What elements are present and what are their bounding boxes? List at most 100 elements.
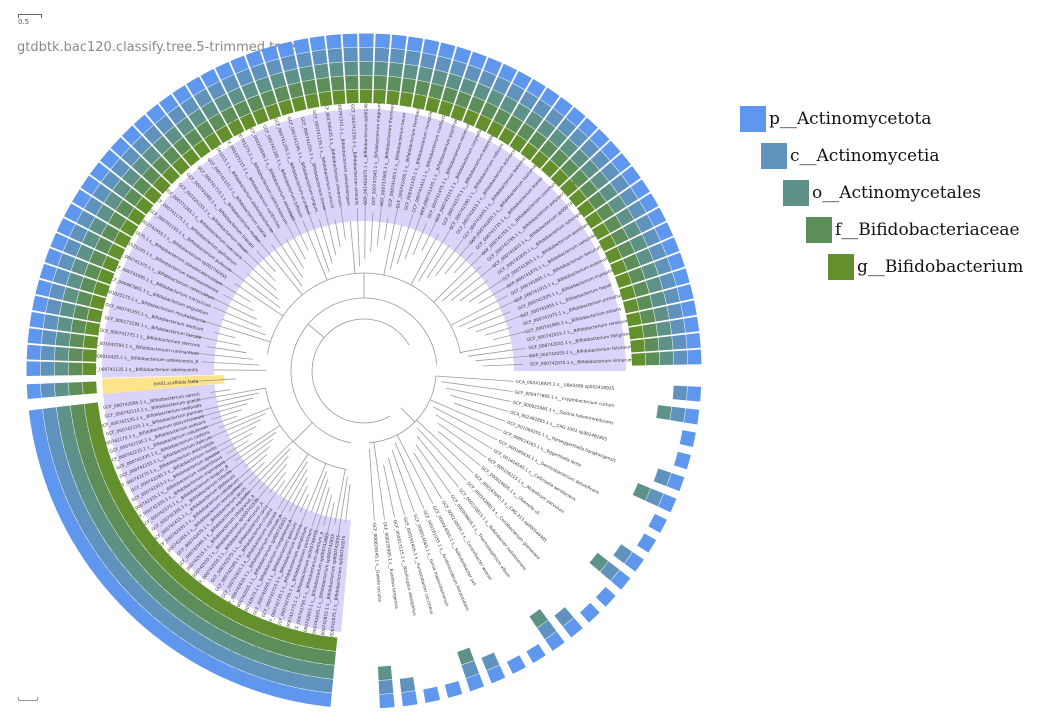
ingroup-arc — [290, 297, 438, 444]
ring-cell — [648, 242, 667, 261]
leaf-branch — [198, 387, 266, 401]
ring-cell — [441, 86, 458, 104]
leaf-branch — [223, 294, 254, 312]
leaf-branch — [204, 397, 254, 411]
ring-cell — [32, 295, 49, 313]
ring-cell — [73, 304, 90, 321]
ring-cell — [158, 94, 179, 114]
leaf-branch — [437, 422, 487, 458]
ring-cell — [93, 281, 110, 297]
ring-cell — [113, 231, 132, 249]
leaf-branch — [450, 263, 497, 301]
ring-cell — [517, 122, 536, 142]
leaf-branch — [323, 494, 332, 526]
leaf-branch — [225, 440, 249, 455]
ring-cell — [314, 63, 330, 79]
leaf-branch — [475, 354, 540, 362]
leaf-branch — [200, 415, 237, 430]
ring-cell — [377, 665, 393, 681]
ring-cell — [95, 236, 113, 255]
leaf-branch — [279, 453, 309, 496]
ring-cell — [39, 263, 57, 282]
legend-swatch-order — [783, 180, 809, 206]
ring-cell — [654, 257, 672, 276]
leaf-branch — [345, 484, 351, 522]
ring-cell — [483, 57, 503, 76]
leaf-branch — [435, 375, 514, 382]
ring-cell — [658, 336, 673, 351]
leaf-branch — [275, 469, 308, 524]
ring-cell — [401, 78, 416, 94]
ring-cell — [663, 287, 680, 305]
ring-cell — [630, 179, 650, 199]
ring-cell — [632, 281, 650, 297]
ring-cell — [56, 217, 76, 237]
ring-cell — [177, 590, 197, 609]
legend-swatch-genus — [828, 254, 854, 280]
ring-cell — [667, 303, 683, 320]
leaf-label: GCF_001402875.1 s__Bifidobacterium sp001… — [363, 92, 370, 205]
ring-cell — [287, 82, 304, 99]
ring-cell — [468, 96, 485, 114]
ring-cell — [315, 691, 332, 707]
leaf-branch — [188, 352, 253, 360]
ring-cell — [76, 290, 93, 307]
leaf-branch — [313, 486, 330, 541]
leaf-branch — [426, 244, 450, 279]
ring-cell — [468, 51, 487, 70]
ring-cell — [309, 35, 326, 52]
legend-label-phylum: p__Actinomycetota — [769, 109, 932, 129]
ring-cell — [530, 150, 549, 169]
ring-cell — [193, 88, 213, 108]
leaf-branch — [237, 454, 268, 480]
leaf-branch — [271, 244, 303, 287]
ring-cell — [277, 41, 295, 58]
ring-cell — [626, 312, 642, 327]
ring-cell — [604, 246, 622, 264]
ring-cell — [614, 272, 632, 289]
ring-cell — [59, 301, 76, 318]
leaf-branch — [454, 402, 506, 422]
ring-cell — [27, 328, 43, 344]
ring-cell — [621, 165, 641, 186]
leaf-branch — [258, 455, 289, 490]
ring-cell — [311, 49, 328, 66]
ring-cell — [40, 383, 56, 398]
ring-cell — [512, 71, 532, 90]
leaf-branch — [460, 342, 512, 353]
leaf-branch — [216, 280, 251, 303]
ring-cell — [666, 472, 685, 492]
ring-cell — [603, 215, 622, 234]
ring-cell — [135, 526, 154, 545]
ring-cell — [55, 331, 71, 347]
ring-cell — [404, 50, 421, 66]
ring-cell — [635, 214, 654, 233]
ring-cell — [172, 567, 191, 586]
leaf-branch — [211, 409, 243, 420]
ring-cell — [291, 96, 307, 113]
ring-cell — [318, 91, 333, 107]
ring-cell — [669, 318, 686, 335]
ring-cell — [656, 405, 672, 421]
ring-cell — [541, 159, 559, 178]
leaf-branch — [384, 217, 389, 240]
ring-cell — [233, 100, 251, 118]
ring-cell — [386, 90, 400, 106]
leaf-branch — [243, 448, 291, 499]
clade-highlight-upper — [102, 109, 627, 378]
ring-cell — [146, 104, 166, 124]
internal-stem — [293, 422, 313, 442]
ring-cell — [172, 85, 192, 105]
ring-cell — [299, 65, 315, 82]
leaf-branch — [446, 387, 511, 402]
leaf-branch — [410, 233, 439, 286]
clade-highlight-lower — [102, 384, 351, 633]
leaf-branch — [265, 480, 286, 507]
leaf-label: GCF_000143945.1 s__CAG-313 sp900544305 — [473, 473, 548, 544]
ring-cell — [41, 329, 57, 346]
ring-cell — [672, 334, 687, 350]
ring-cell — [115, 199, 135, 218]
ring-cell — [613, 544, 633, 564]
ring-cell — [179, 573, 198, 592]
ring-cell — [480, 102, 499, 120]
